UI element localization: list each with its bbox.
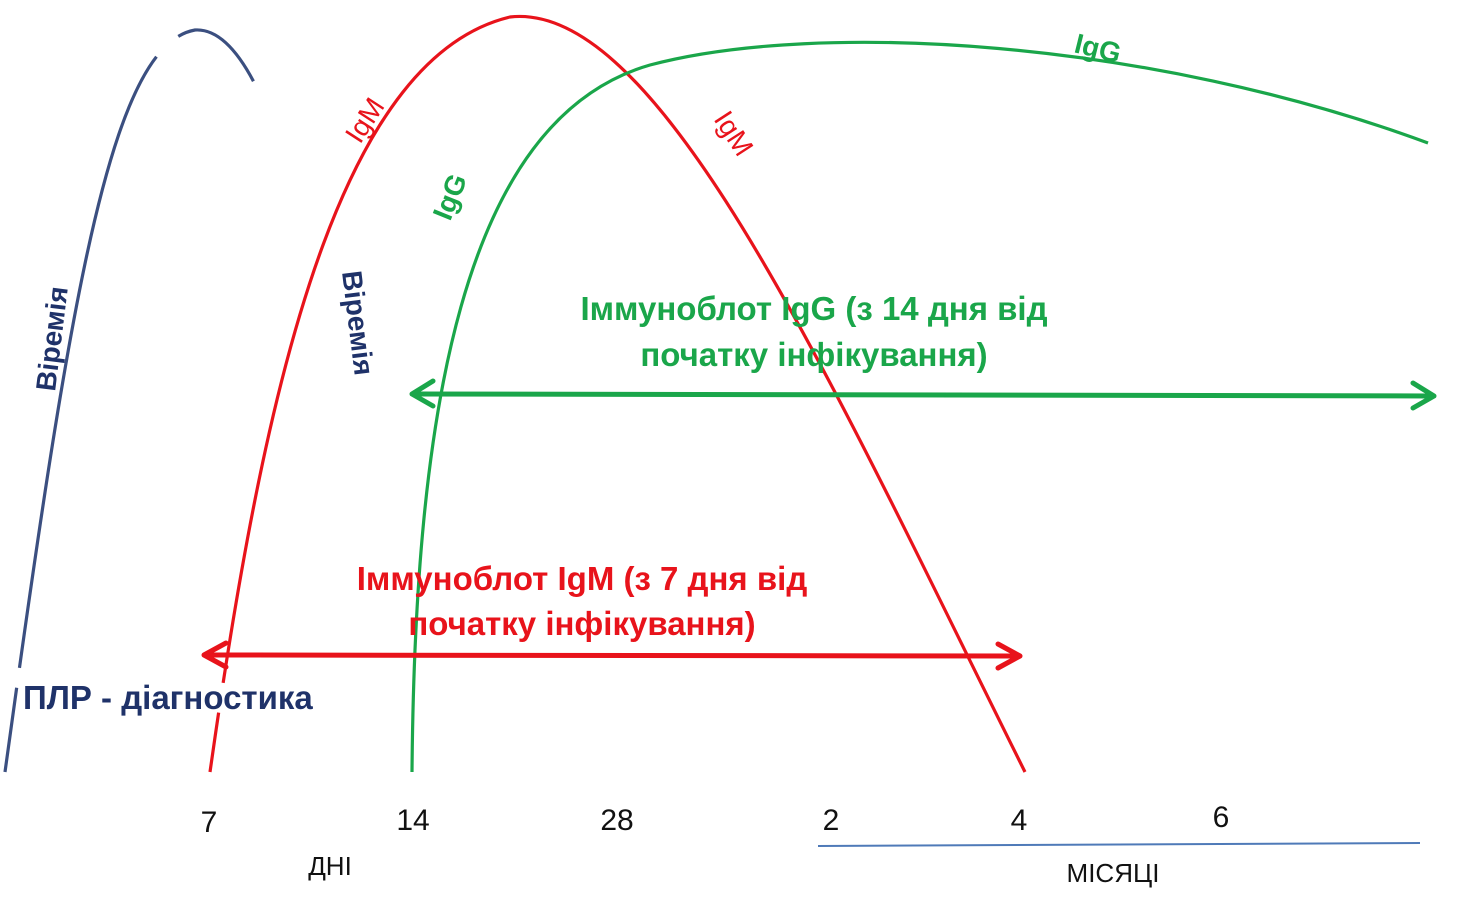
igm-immunoblot-arrow xyxy=(201,640,1023,671)
igg-immunoblot-line2: початку інфікування) xyxy=(640,336,987,373)
igm-rising-label: IgM xyxy=(339,92,390,148)
igg-immunoblot-arrow xyxy=(409,378,1437,411)
igg-curve xyxy=(410,40,1429,773)
tick-label-14: 14 xyxy=(396,804,429,837)
igm-curve xyxy=(208,14,1027,773)
igm-immunoblot-line1: Іммуноблот IgM (з 7 дня від xyxy=(357,560,808,597)
igg-immunoblot-line1: Іммуноблот IgG (з 14 дня від xyxy=(580,290,1047,327)
tick-label-7: 7 xyxy=(201,806,218,839)
tick-label-2: 2 xyxy=(823,804,840,837)
months-label: МІСЯЦІ xyxy=(1067,858,1160,888)
tick-label-4: 4 xyxy=(1011,804,1028,837)
igg-top-label: IgG xyxy=(1072,28,1125,69)
days-label: ДНІ xyxy=(308,851,352,881)
viremia-left-label: Віремія xyxy=(30,285,74,393)
months-underline xyxy=(817,842,1421,847)
viremia-curve xyxy=(3,28,414,773)
igg-rising-label: IgG xyxy=(427,169,473,224)
pcr-diagnostics-label: ПЛР - діагностика xyxy=(23,679,313,716)
viremia-right-label: Віремія xyxy=(336,269,380,377)
igm-falling-label: IgM xyxy=(708,105,759,161)
igm-immunoblot-line2: початку інфікування) xyxy=(408,605,755,642)
tick-label-6: 6 xyxy=(1213,801,1230,834)
tick-label-28: 28 xyxy=(600,804,633,837)
